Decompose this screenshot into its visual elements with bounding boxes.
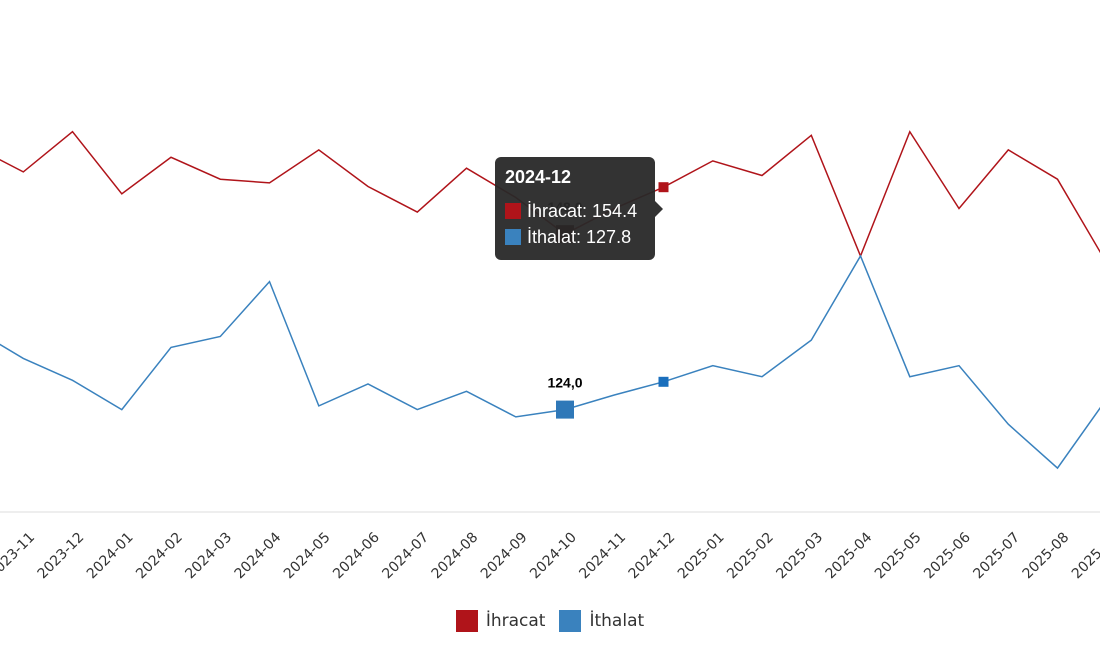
series-line-1	[0, 254, 1100, 470]
x-tick-label: 2024-08	[429, 530, 482, 583]
x-tick-label: 2024-12	[626, 530, 679, 583]
x-tick-label: 2025-05	[872, 530, 925, 583]
x-tick-label: 2023-11	[0, 530, 38, 583]
tooltip-title: 2024-12	[505, 167, 572, 187]
x-tick-label: 2025-06	[921, 529, 974, 582]
legend-swatch-ihracat	[455, 610, 478, 632]
chart-legend: İhracat İthalat	[0, 610, 1100, 632]
x-tick-label: 2025-01	[675, 530, 728, 583]
x-tick-label: 2025-04	[823, 529, 876, 582]
x-tick-label: 2024-02	[133, 530, 186, 583]
x-tick-label: 2024-03	[182, 530, 235, 583]
highlight-marker-0[interactable]	[658, 182, 669, 193]
x-tick-label: 2025-08	[1020, 530, 1073, 583]
point-label-1: 124,0	[547, 375, 582, 391]
legend-item-ihracat[interactable]: İhracat	[455, 610, 546, 632]
legend-label-ihracat: İhracat	[485, 611, 546, 631]
tooltip-value-ithalat: İthalat: 127.8	[527, 226, 632, 247]
x-tick-label: 2024-09	[478, 530, 531, 583]
x-tick-label: 2025-09	[1069, 530, 1100, 583]
point-marker-1[interactable]	[556, 400, 574, 419]
tooltip-row-ithalat: İthalat: 127.8	[505, 224, 645, 250]
chart-tooltip: 2024-12 İhracat: 154.4 İthalat: 127.8	[495, 157, 663, 260]
x-tick-label: 2024-06	[330, 529, 383, 582]
highlight-marker-1[interactable]	[658, 376, 669, 387]
legend-item-ithalat[interactable]: İthalat	[559, 610, 644, 632]
x-tick-label: 2024-11	[576, 530, 629, 583]
x-tick-label: 2024-05	[281, 530, 334, 583]
x-tick-label: 2023-12	[35, 530, 88, 583]
tooltip-swatch-ithalat	[505, 229, 521, 245]
legend-swatch-ithalat	[559, 610, 582, 632]
x-tick-label: 2024-07	[379, 530, 432, 583]
x-tick-label: 2024-04	[232, 529, 285, 582]
x-tick-label: 2025-03	[773, 530, 826, 583]
legend-label-ithalat: İthalat	[589, 611, 645, 631]
x-tick-label: 2025-07	[970, 530, 1023, 583]
tooltip-swatch-ihracat	[505, 203, 521, 219]
x-tick-label: 2024-01	[84, 530, 137, 583]
tooltip-value-ihracat: İhracat: 154.4	[527, 200, 638, 221]
x-tick-label: 2025-02	[724, 530, 777, 583]
x-tick-label: 2024-10	[527, 530, 580, 583]
tooltip-row-ihracat: İhracat: 154.4	[505, 198, 645, 224]
